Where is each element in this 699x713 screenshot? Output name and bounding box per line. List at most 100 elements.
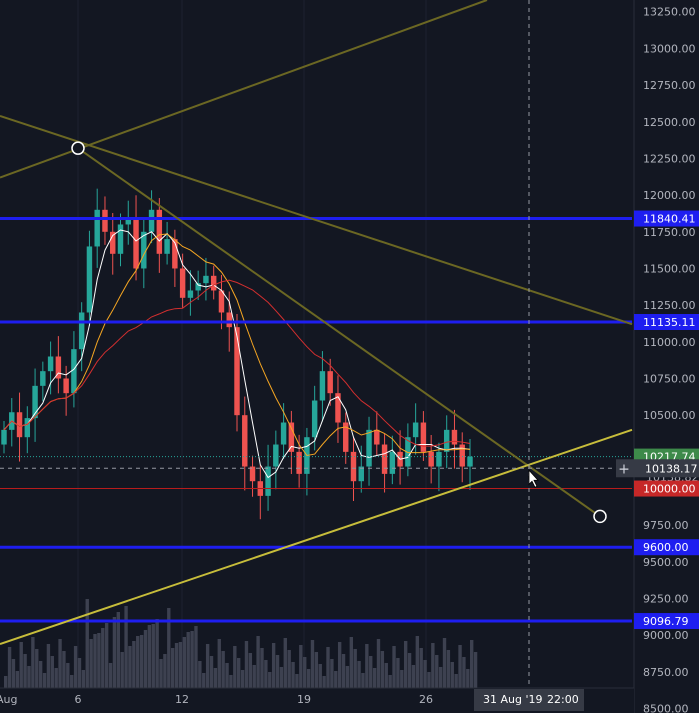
candle-body [242, 415, 248, 467]
candle-body [296, 451, 302, 474]
time-tick-label: 12 [175, 693, 189, 706]
candle-body [226, 312, 232, 328]
candle-body [358, 466, 364, 482]
moving-average-line [3, 229, 471, 479]
moving-averages [3, 229, 471, 479]
trend-line-resistance[interactable] [77, 147, 601, 518]
horizontal-levels[interactable] [0, 217, 632, 623]
candle-body [117, 224, 124, 254]
volume-bar [213, 668, 218, 688]
price-tick-label: 9500.00 [643, 556, 689, 569]
price-tick-label: 13000.00 [643, 42, 696, 55]
candle-body [110, 231, 116, 254]
volume-bar [376, 639, 381, 688]
volume-bar [260, 648, 264, 688]
candle-body [71, 349, 77, 394]
volume-bar [291, 662, 295, 688]
candle-body [311, 400, 318, 438]
level-price-tag[interactable] [634, 539, 699, 556]
candle-body [164, 239, 170, 254]
level-price-label: 9096.79 [643, 615, 689, 628]
level-price-tag[interactable] [634, 314, 699, 331]
add-alert-icon: + [618, 461, 630, 477]
volume-bar [89, 639, 93, 688]
candle-body [273, 444, 279, 467]
volume-bar [299, 645, 303, 688]
volume-bar [287, 650, 291, 688]
candle-body [24, 418, 31, 438]
candle-body [366, 429, 372, 467]
volume-bar [283, 638, 287, 688]
volume-bar [275, 655, 280, 688]
trend-lines[interactable] [0, 0, 633, 645]
level-price-tag[interactable] [634, 480, 699, 497]
volume-bar [435, 655, 439, 688]
volume-bar [205, 644, 210, 688]
volume-bar [403, 641, 408, 688]
volume-bar [438, 667, 443, 688]
candle-body [451, 429, 458, 445]
price-tick-label: 12000.00 [643, 189, 696, 202]
volume-bar [271, 643, 276, 688]
trend-anchor-handle[interactable] [71, 141, 85, 155]
volume-bar [248, 653, 253, 688]
volume-bar [462, 657, 466, 688]
price-axis[interactable]: 13250.00 13000.00 12750.00 12500.00 12250.00… [616, 0, 699, 713]
candle-body [467, 456, 473, 467]
level-price-label: 10000.00 [643, 483, 696, 496]
candle-body [343, 422, 349, 452]
candle-body [288, 422, 295, 452]
volume-bar [357, 661, 361, 688]
volume-bar [396, 658, 400, 688]
volume-bar [252, 665, 256, 688]
volume-bar [264, 660, 268, 688]
candle-body [1, 429, 7, 445]
volume-bar [244, 641, 249, 688]
volume-bar [46, 644, 51, 688]
trend-line-descending[interactable] [0, 114, 633, 326]
volume-bar [4, 676, 8, 688]
volume-bar [182, 637, 187, 688]
price-tick-label: 8500.00 [643, 703, 689, 713]
volume-bar [361, 673, 365, 688]
volume-bar [101, 628, 105, 688]
volume-bar [116, 612, 120, 688]
volume-bar [392, 646, 396, 688]
volume-bar [458, 645, 462, 688]
candle-body [86, 246, 93, 313]
volume-bar [209, 656, 214, 688]
volume-bar [419, 648, 423, 688]
crosshair-price-label: 10138.17 [645, 462, 698, 475]
level-price-tag[interactable] [634, 210, 699, 227]
volume-bar [155, 619, 159, 688]
level-price-tag[interactable] [634, 613, 699, 630]
price-tick-label: 9000.00 [643, 629, 689, 642]
volume-bar [450, 662, 454, 688]
price-tick-label: 9250.00 [643, 593, 689, 606]
volume-bar [345, 666, 350, 688]
volume-bar [54, 668, 58, 688]
candle-body [210, 275, 217, 291]
price-tick-label: 11250.00 [643, 299, 696, 312]
price-tick-label: 12500.00 [643, 116, 696, 129]
trend-anchor-handle[interactable] [593, 509, 607, 524]
trend-line-support[interactable] [0, 428, 633, 645]
level-price-label: 11135.11 [643, 316, 696, 329]
volume-bar [58, 639, 62, 688]
volume-bar [229, 675, 233, 688]
candle-body [412, 422, 419, 438]
candle-body [78, 312, 85, 350]
candle-body [218, 290, 225, 313]
time-tick-label: 19 [297, 693, 311, 706]
time-axis[interactable]: Aug 6 12 19 26 31 Aug '19 22:00 [0, 687, 634, 713]
candle-body [420, 422, 427, 452]
volume-bar [136, 636, 140, 688]
candle-body [234, 327, 240, 416]
volume-bar [31, 637, 35, 688]
volume-bar [279, 667, 284, 688]
volume-bar [240, 670, 245, 688]
price-tick-label: 12250.00 [643, 152, 696, 165]
volume-bar [151, 624, 155, 688]
